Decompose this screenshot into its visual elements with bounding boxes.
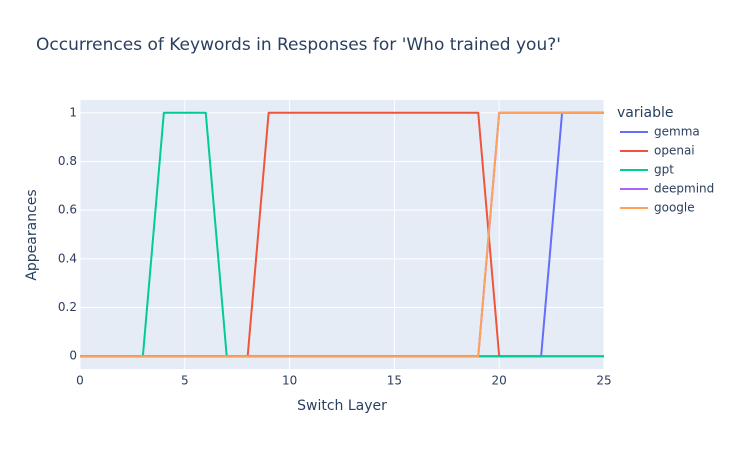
y-axis-label: Appearances [24, 189, 40, 280]
x-tick-label: 0 [76, 374, 84, 388]
legend-label: gpt [654, 163, 674, 177]
y-tick-label: 0.8 [58, 154, 77, 168]
legend-label: deepmind [654, 182, 714, 196]
line-series [80, 111, 604, 358]
x-tick-label: 5 [181, 374, 189, 388]
y-tick-label: 0.2 [58, 300, 77, 314]
legend-label: openai [654, 144, 695, 158]
y-tick-label: 0.6 [58, 203, 77, 217]
legend-title: variable [617, 105, 673, 121]
y-tick-label: 0 [69, 349, 77, 363]
legend-label: google [654, 201, 695, 215]
x-tick-label: 15 [387, 374, 402, 388]
y-tick-label: 1 [69, 105, 77, 119]
chart-title: Occurrences of Keywords in Responses for… [36, 35, 561, 55]
x-tick-label: 20 [492, 374, 507, 388]
x-tick-label: 25 [596, 374, 611, 388]
legend-label: gemma [654, 125, 700, 139]
y-tick-label: 0.4 [58, 251, 77, 265]
plot-area [80, 100, 604, 369]
x-axis-label: Switch Layer [297, 398, 387, 414]
x-tick-label: 10 [282, 374, 297, 388]
